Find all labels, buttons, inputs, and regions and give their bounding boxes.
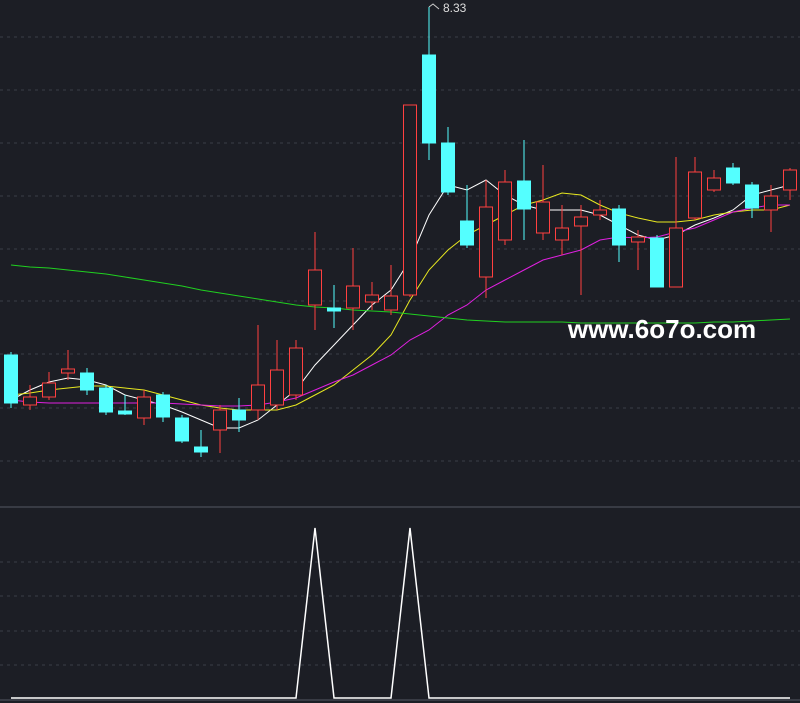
candle-body (175, 417, 189, 442)
candle-body (460, 220, 474, 246)
candle-body (61, 368, 75, 374)
ma-line (10, 264, 791, 324)
candle-body (327, 307, 341, 312)
candle-body (631, 236, 645, 243)
candle-body (593, 209, 607, 216)
candles: 8.33 (4, 1, 797, 457)
candle-body (726, 167, 740, 184)
candle-body (707, 177, 721, 191)
candle-body (99, 387, 113, 413)
candle-body (441, 142, 455, 193)
candle-body (422, 54, 436, 144)
candle-body (4, 354, 18, 404)
candle-body (555, 227, 569, 241)
candle-body (251, 384, 265, 411)
candle-body (745, 184, 759, 209)
candle-body (232, 409, 246, 421)
candle-body (783, 169, 797, 191)
max-pointer (428, 3, 440, 10)
candle-body (669, 227, 683, 288)
candle-body (384, 295, 398, 311)
candle-body (308, 269, 322, 306)
max-label: 8.33 (443, 1, 467, 15)
watermark: www.6o7o.com (567, 314, 756, 344)
candle-body (346, 285, 360, 309)
candle-body (42, 382, 56, 398)
candle-body (194, 446, 208, 453)
candle-body (80, 372, 94, 391)
candle-body (688, 171, 702, 219)
candle-body (23, 396, 37, 406)
candle-body (517, 180, 531, 210)
candle-body (289, 347, 303, 396)
candle-body (574, 216, 588, 227)
candle-body (498, 181, 512, 241)
candle-body (137, 396, 151, 419)
candle-body (764, 195, 778, 211)
candle-body (479, 206, 493, 278)
candle-body (213, 409, 227, 431)
candle-body (612, 208, 626, 246)
grid (0, 36, 800, 666)
candle-body (536, 201, 550, 234)
candle-body (156, 394, 170, 418)
ma-line (10, 192, 791, 411)
candle-body (270, 369, 284, 406)
candle-body (365, 294, 379, 303)
candle-body (118, 410, 132, 415)
candle-body (403, 104, 417, 296)
indicator-line (11, 527, 790, 699)
indicator-panel (11, 527, 790, 699)
candle-body (650, 237, 664, 288)
